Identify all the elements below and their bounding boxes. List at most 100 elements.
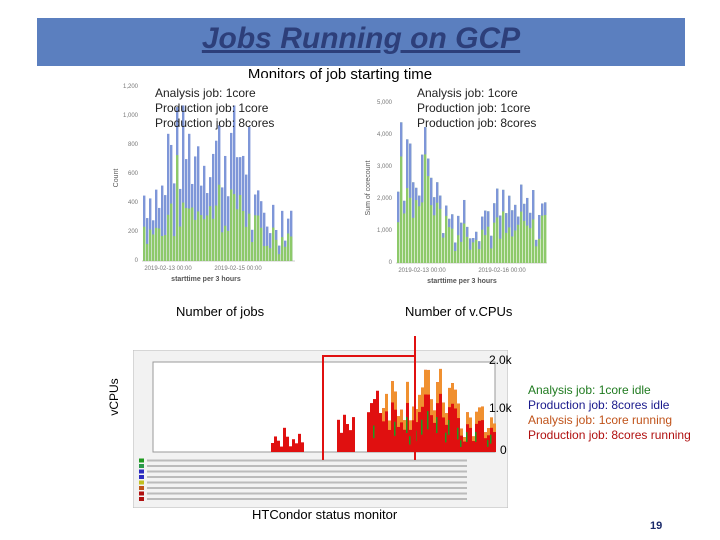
htcondor-table-swatch (139, 497, 144, 501)
left-histogram-bar-segment (152, 234, 155, 261)
left-histogram-bar (281, 210, 284, 261)
page-number: 19 (650, 520, 663, 532)
htcondor-y-mark: 1.0k (489, 401, 512, 415)
left-x-label: starttime per 3 hours (171, 276, 241, 283)
right-histogram-bar (418, 195, 421, 263)
left-histogram-bar-segment (209, 206, 212, 261)
htcondor-running-bar (301, 442, 304, 452)
htcondor-running-bar-segment (466, 412, 469, 425)
htcondor-running-bar-segment (433, 410, 436, 423)
left-legend: Analysis job: 1core Production job: 1cor… (155, 86, 274, 131)
right-histogram-bar (412, 182, 415, 263)
htcondor-running-bar (385, 393, 388, 452)
htcondor-running-bar (280, 446, 283, 452)
left-histogram-bar (263, 212, 266, 261)
htcondor-table-swatch (139, 475, 144, 479)
right-histogram-bar (484, 210, 487, 263)
htcondor-idle-bar (409, 436, 411, 445)
right-histogram-bar (442, 233, 445, 263)
htcondor-table-swatch (139, 464, 144, 468)
right-y-label: Sum of corecount (365, 161, 372, 216)
htcondor-running-bar (478, 407, 481, 452)
right-histogram-bar-segment (439, 195, 442, 209)
left-histogram-bar-segment (275, 239, 278, 261)
left-histogram-bar-segment (200, 215, 203, 261)
left-histogram-bar-segment (290, 236, 293, 261)
htcondor-running-bar (367, 412, 370, 452)
left-histogram-bar-segment (185, 207, 188, 261)
right-histogram-bar-segment (418, 195, 421, 207)
htcondor-running-bar (451, 383, 454, 452)
right-histogram-bar (502, 189, 505, 263)
right-histogram-bar (406, 139, 409, 263)
right-histogram-bar-segment (397, 191, 400, 223)
htcondor-running-bar-segment (481, 406, 484, 421)
right-histogram-bar-segment (472, 238, 475, 243)
htcondor-caption: HTCondor status monitor (252, 507, 398, 522)
right-histogram-bar (409, 143, 412, 263)
left-histogram-bar (212, 153, 215, 261)
htcondor-monitor (133, 350, 508, 508)
right-histogram-bar-segment (535, 239, 538, 247)
right-histogram-bar-segment (523, 203, 526, 221)
left-histogram-bar-segment (239, 194, 242, 261)
htcondor-idle-bar (394, 421, 396, 436)
htcondor-running-bar (430, 399, 433, 452)
htcondor-running-bar-segment (394, 391, 397, 410)
left-histogram-bar-segment (143, 226, 146, 261)
htcondor-running-bar (463, 437, 466, 452)
left-histogram-bar-segment (224, 225, 227, 261)
htcondor-idle-bar (475, 431, 477, 442)
left-histogram-bar (215, 140, 218, 261)
left-histogram-bar-segment (251, 242, 254, 261)
left-histogram-bar-segment (284, 246, 287, 261)
left-histogram-bar (182, 105, 185, 261)
right-histogram-bar (400, 122, 403, 263)
left-histogram-bar (290, 210, 293, 261)
right-histogram-bar (526, 197, 529, 263)
left-histogram-bar-segment (221, 232, 224, 261)
htcondor-running-bar (484, 432, 487, 452)
right-histogram-bar (451, 214, 454, 263)
right-histogram-bar-segment (529, 212, 532, 229)
left-legend-item: Production job: 1core (155, 101, 269, 115)
right-histogram-bar-segment (412, 182, 415, 218)
right-histogram-bar-segment (490, 235, 493, 249)
left-histogram-bars (142, 105, 295, 262)
right-legend-item: Production job: 1core (417, 101, 531, 115)
left-y-label: Count (113, 169, 120, 188)
htcondor-table-row (147, 476, 467, 478)
left-histogram-bar-segment (173, 236, 176, 261)
htcondor-idle-bar (487, 440, 489, 447)
htcondor-running-bar (400, 409, 403, 452)
htcondor-table-row (147, 487, 467, 489)
left-histogram-bar-segment (233, 194, 236, 261)
right-histogram-bar-segment (433, 197, 436, 216)
right-x-label: starttime per 3 hours (427, 278, 497, 285)
right-histogram-bar-segment (454, 242, 457, 251)
htcondor-running-bar-segment (463, 437, 466, 442)
right-y-tick: 2,000 (377, 196, 393, 202)
htcondor-running-bar-segment (427, 369, 430, 395)
right-histogram-bar (532, 190, 535, 263)
left-histogram-bar-segment (191, 207, 194, 261)
htcondor-y-axis-label: vCPUs (107, 378, 121, 416)
htcondor-running-bar-segment (472, 436, 475, 442)
right-histogram-bar-segment (475, 231, 478, 240)
left-histogram-bar (170, 144, 173, 261)
right-histogram-bar (544, 202, 547, 263)
htcondor-running-bar-segment (436, 382, 439, 404)
left-histogram-bar-segment (146, 243, 149, 261)
right-histogram-bar-segment (544, 202, 547, 216)
left-histogram-bar-segment (281, 237, 284, 261)
htcondor-running-bar (439, 368, 442, 452)
left-y-tick: 400 (128, 200, 139, 206)
htcondor-idle-bar (457, 427, 459, 440)
left-histogram-bar (167, 133, 170, 261)
left-histogram-bar-segment (176, 155, 179, 261)
right-histogram-bar (529, 212, 532, 263)
right-histogram-bar (481, 216, 484, 263)
right-histogram-bar (427, 158, 430, 263)
htcondor-running-bar (397, 416, 400, 452)
htcondor-running-bar (481, 406, 484, 452)
